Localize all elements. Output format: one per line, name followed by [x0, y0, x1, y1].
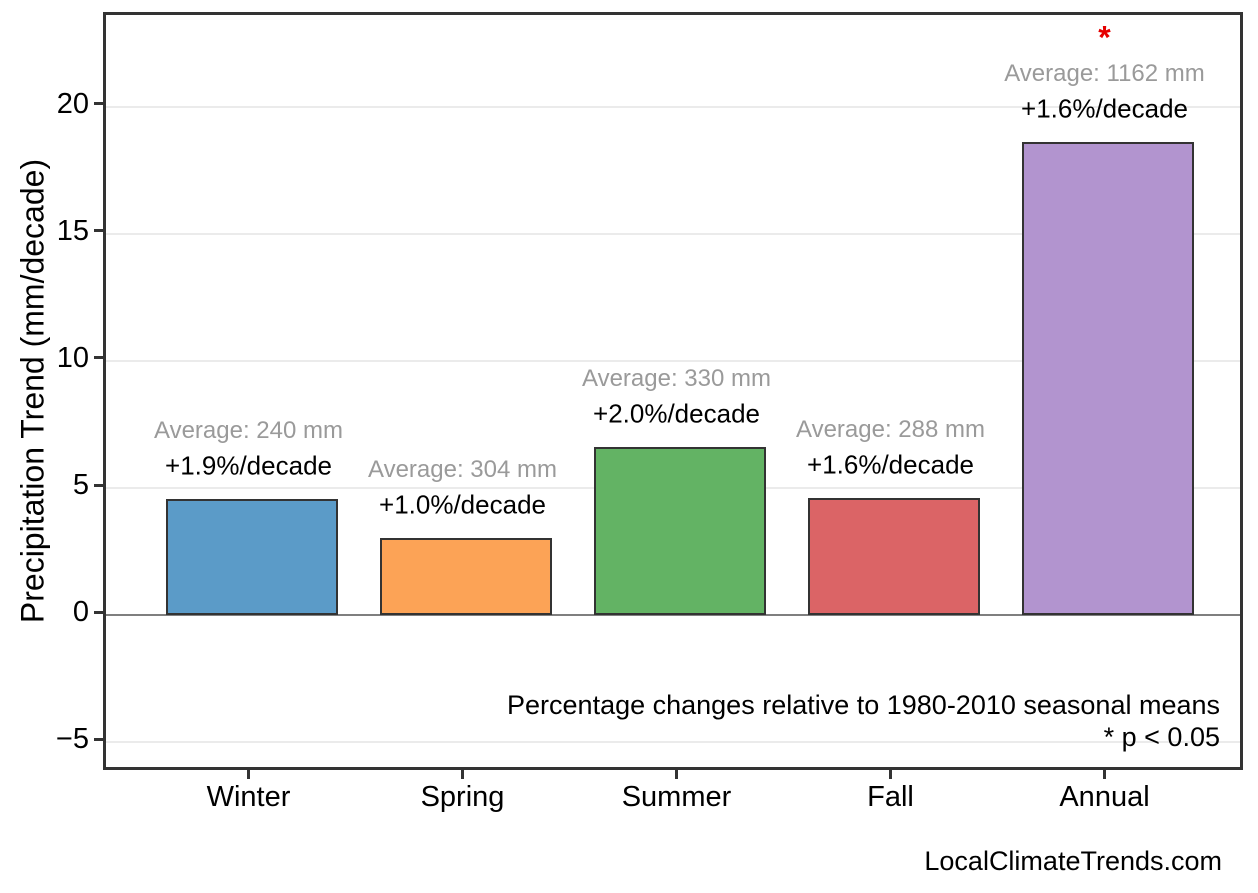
bar-average-label: Average: 1162 mm — [1004, 60, 1205, 88]
y-axis-tick — [94, 483, 103, 487]
bar-trend-label: +1.9%/decade — [165, 450, 332, 481]
x-tick-label-summer: Summer — [621, 781, 732, 813]
grid-line — [106, 741, 1240, 744]
grid-line — [106, 105, 1240, 108]
bar-average-label: Average: 330 mm — [582, 365, 771, 393]
grid-line — [106, 359, 1240, 362]
y-tick-label: 0 — [72, 596, 89, 629]
x-tick-label-spring: Spring — [420, 781, 505, 813]
zero-line — [106, 614, 1240, 617]
bar-annual — [1021, 142, 1194, 616]
bar-fall — [807, 498, 980, 616]
bar-spring — [379, 537, 552, 616]
bar-average-label: Average: 288 mm — [796, 416, 985, 444]
chart-annotation: Percentage changes relative to 1980-2010… — [507, 689, 1220, 753]
y-tick-label: 20 — [56, 87, 89, 120]
y-tick-label: 15 — [56, 214, 89, 247]
bar-trend-label: +1.0%/decade — [379, 489, 546, 520]
bar-trend-label: +2.0%/decade — [593, 398, 760, 429]
bar-trend-label: +1.6%/decade — [1021, 93, 1188, 124]
watermark: LocalClimateTrends.com — [924, 846, 1222, 876]
y-tick-label: −5 — [55, 723, 89, 756]
bar-trend-label: +1.6%/decade — [807, 449, 974, 480]
y-axis-tick — [94, 737, 103, 741]
y-axis-tick — [94, 102, 103, 106]
x-axis-tick — [1103, 770, 1106, 779]
x-tick-label-fall: Fall — [867, 781, 914, 813]
bar-winter — [165, 499, 338, 616]
y-axis-tick — [94, 356, 103, 360]
plot-area — [103, 12, 1243, 770]
annotation-pvalue: * p < 0.05 — [1103, 722, 1220, 752]
x-axis-tick — [889, 770, 892, 779]
x-axis-tick — [461, 770, 464, 779]
bar-average-label: Average: 304 mm — [368, 455, 557, 483]
significance-asterisk: * — [1098, 19, 1111, 56]
x-axis-tick — [247, 770, 250, 779]
x-tick-label-annual: Annual — [1059, 781, 1150, 813]
grid-line — [106, 232, 1240, 235]
x-tick-label-winter: Winter — [206, 781, 291, 813]
bar-average-label: Average: 240 mm — [154, 417, 343, 445]
y-axis-tick — [94, 610, 103, 614]
y-axis-tick — [94, 229, 103, 233]
y-tick-label: 10 — [56, 341, 89, 374]
y-tick-label: 5 — [72, 469, 89, 502]
annotation-note: Percentage changes relative to 1980-2010… — [507, 690, 1220, 720]
x-axis-tick — [675, 770, 678, 779]
bar-summer — [593, 447, 766, 616]
